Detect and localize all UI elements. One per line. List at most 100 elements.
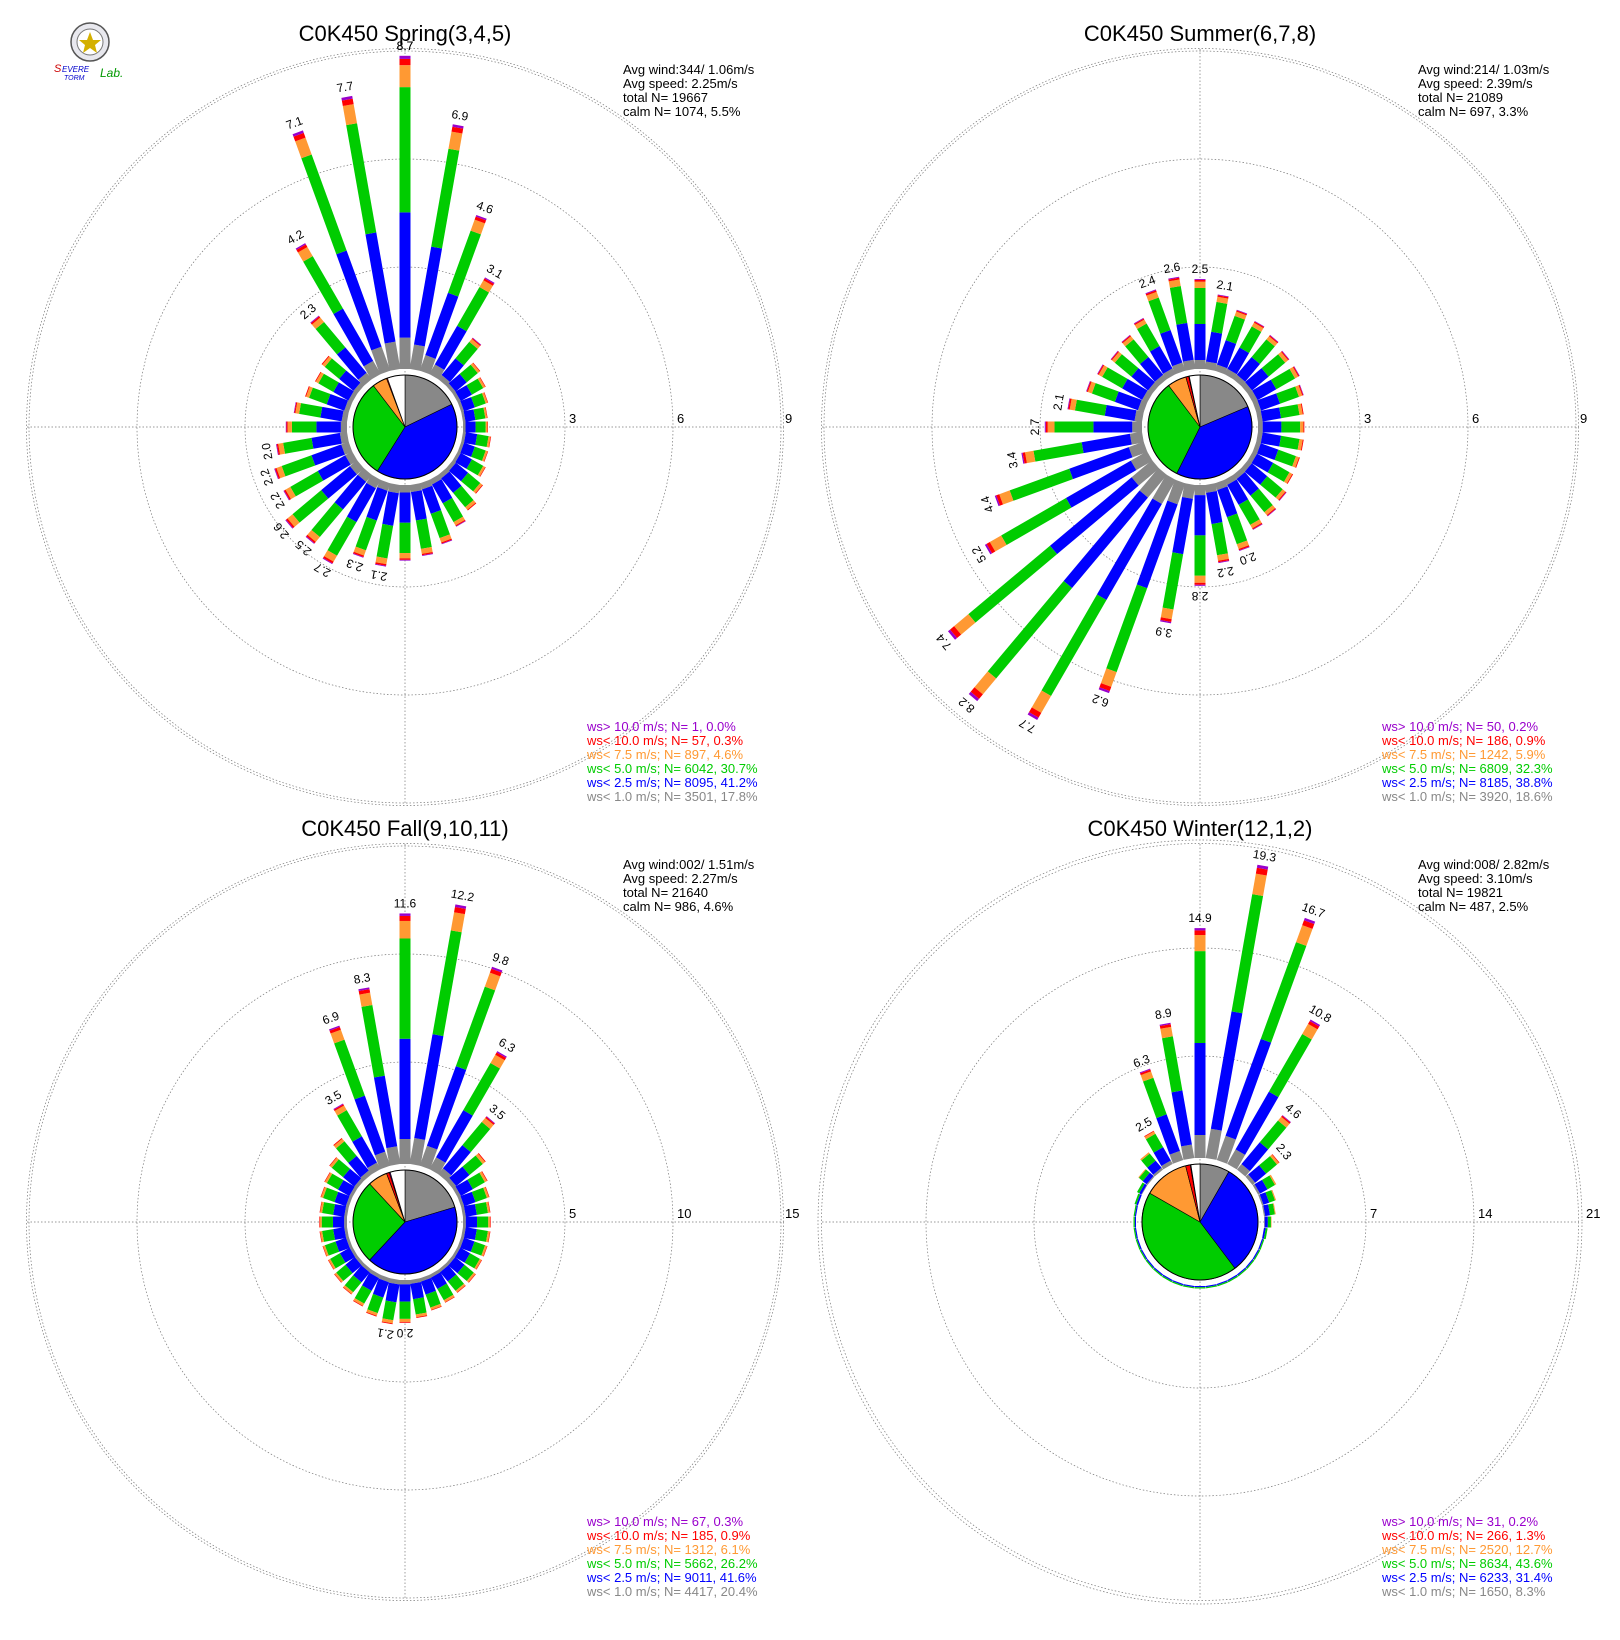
bar-segment (1153, 1267, 1164, 1276)
bar-segment (415, 518, 432, 549)
bar-segment (311, 432, 342, 449)
bar-segment (463, 1204, 477, 1217)
direction-bar (1236, 1115, 1291, 1177)
bar-segment (1297, 403, 1303, 416)
bar-segment (479, 280, 493, 293)
bar-segment (1167, 479, 1186, 505)
direction-bar (319, 1226, 349, 1243)
bar-segment (454, 1247, 471, 1263)
bar-segment (1210, 1011, 1243, 1131)
bar-segment (1225, 1038, 1272, 1140)
bar-segment (365, 232, 396, 344)
bar-segment (442, 497, 464, 523)
bar-segment (1250, 488, 1273, 513)
wind-rose-panel-3: 7 14 2114.919.316.710.84.62.32.56.38.9C0K4… (817, 816, 1600, 1605)
bar-value-label: 14.9 (1188, 911, 1212, 925)
bar-segment (490, 1054, 505, 1069)
bar-segment (293, 132, 306, 142)
direction-bar (310, 315, 372, 387)
direction-bar (429, 1051, 507, 1175)
bar-segment (443, 1294, 455, 1303)
direction-bar (445, 460, 483, 494)
direction-bar (461, 1226, 491, 1243)
bar-segment (448, 131, 463, 151)
bar-segment (337, 1180, 355, 1197)
bar-segment (296, 244, 308, 253)
bar-segment (341, 441, 353, 455)
bar-segment (1146, 291, 1159, 302)
bar-segment (349, 1186, 358, 1198)
bar-segment (322, 1202, 336, 1215)
bar-segment (1161, 1160, 1173, 1170)
bar-segment (299, 403, 323, 418)
direction-bar (984, 451, 1153, 555)
bar-segment (409, 1278, 422, 1284)
bar-segment (1275, 489, 1286, 500)
bar-segment (362, 1272, 379, 1291)
bar-segment (1162, 1275, 1173, 1283)
bar-segment (322, 1229, 336, 1242)
bar-segment (460, 397, 475, 412)
bar-segment (1138, 1169, 1150, 1182)
direction-bar (438, 467, 477, 511)
bar-segment (1260, 942, 1307, 1043)
bar-segment (445, 1177, 457, 1189)
direction-bar (1159, 1022, 1195, 1160)
bar-segment (1308, 1020, 1320, 1030)
bar-segment (1162, 1274, 1173, 1282)
direction-bar (457, 441, 489, 462)
bar-segment (366, 487, 388, 521)
bar-segment (1266, 336, 1278, 347)
bar-segment (471, 446, 486, 461)
direction-bar (457, 1236, 488, 1257)
bar-segment (1140, 1249, 1148, 1260)
bar-segment (1142, 390, 1153, 403)
bar-value-label: 6.2 (1090, 691, 1111, 710)
bar-segment (1268, 1033, 1312, 1098)
ring-label: 3 (1364, 411, 1371, 426)
direction-bar (1245, 1154, 1280, 1186)
legend-entry: ws> 10.0 m/s; N= 50, 0.2% (1381, 719, 1539, 734)
bar-segment (1268, 1203, 1275, 1216)
bar-segment (1278, 351, 1289, 363)
direction-bar (1224, 474, 1263, 530)
bar-segment (457, 1264, 474, 1281)
bar-segment (1233, 374, 1246, 387)
bar-segment (430, 510, 450, 539)
bar-segment (290, 471, 324, 497)
bar-segment (1140, 1069, 1152, 1076)
bar-segment (1269, 1174, 1277, 1186)
pie-outline (1141, 1163, 1259, 1281)
bar-segment (1245, 1174, 1256, 1186)
bar-segment (429, 474, 442, 485)
bar-segment (455, 986, 496, 1070)
bar-segment (413, 1297, 427, 1315)
bar-segment (1225, 315, 1245, 344)
bar-segment (376, 523, 394, 559)
direction-bar (968, 467, 1167, 702)
bar-segment (475, 484, 483, 494)
bar-segment (431, 148, 460, 249)
bar-segment (1162, 368, 1176, 380)
ring-label: 5 (569, 1206, 576, 1221)
bar-segment (455, 385, 473, 402)
bar-segment (334, 1105, 347, 1116)
bar-segment (310, 316, 321, 325)
bar-segment (369, 1269, 381, 1279)
bar-segment (1172, 362, 1186, 375)
stats-line: Avg wind:002/ 1.51m/s (623, 857, 755, 872)
legend-entry: ws< 2.5 m/s; N= 8095, 41.2% (586, 775, 758, 790)
bar-segment (292, 130, 304, 137)
bar-segment (467, 1172, 485, 1190)
bar-segment (339, 1247, 356, 1263)
bar-segment (341, 98, 354, 107)
bar-segment (353, 551, 365, 558)
bar-segment (371, 346, 391, 375)
bar-segment (455, 341, 478, 366)
bar-segment (450, 912, 465, 933)
bar-segment (285, 486, 296, 500)
direction-bar (452, 377, 486, 403)
bar-segment (409, 483, 422, 493)
bar-segment (1309, 1019, 1321, 1027)
direction-bar (285, 460, 365, 529)
